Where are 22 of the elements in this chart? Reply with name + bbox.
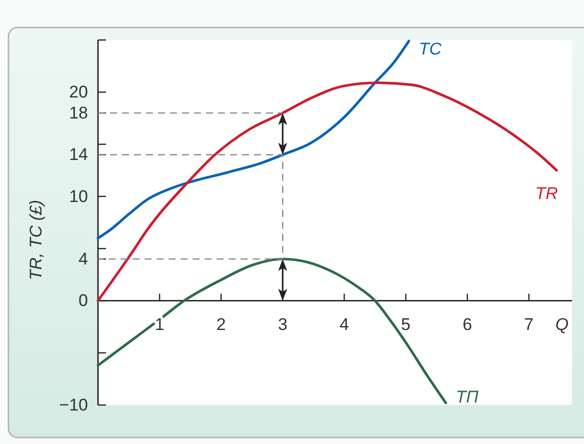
y-tick-label: 0 <box>78 291 88 310</box>
y-tick-label: 10 <box>69 186 88 206</box>
line-series <box>96 40 410 240</box>
series-label: TR <box>535 184 558 203</box>
x-tick-label: 7 <box>524 315 534 334</box>
x-tick-label: 6 <box>462 315 472 334</box>
x-tick-label: 3 <box>278 315 288 334</box>
x-tick-label: 1 <box>154 315 164 334</box>
y-tick-label: −10 <box>59 396 88 414</box>
series-label: TΠ <box>456 387 480 406</box>
y-axis-title: TR, TC (£) <box>26 200 46 280</box>
series-label: TC <box>418 40 442 59</box>
x-tick-label: 4 <box>340 315 349 334</box>
y-tick-label: 14 <box>69 145 88 164</box>
y-tick-label: 20 <box>69 82 88 102</box>
line-series <box>96 81 558 302</box>
x-tick-label: 5 <box>401 315 411 334</box>
x-tick-label: 2 <box>216 315 226 334</box>
x-axis-title: Q <box>555 315 569 334</box>
y-tick-label: 4 <box>78 250 88 268</box>
line-series <box>96 258 448 404</box>
y-tick-label: 18 <box>69 104 88 122</box>
